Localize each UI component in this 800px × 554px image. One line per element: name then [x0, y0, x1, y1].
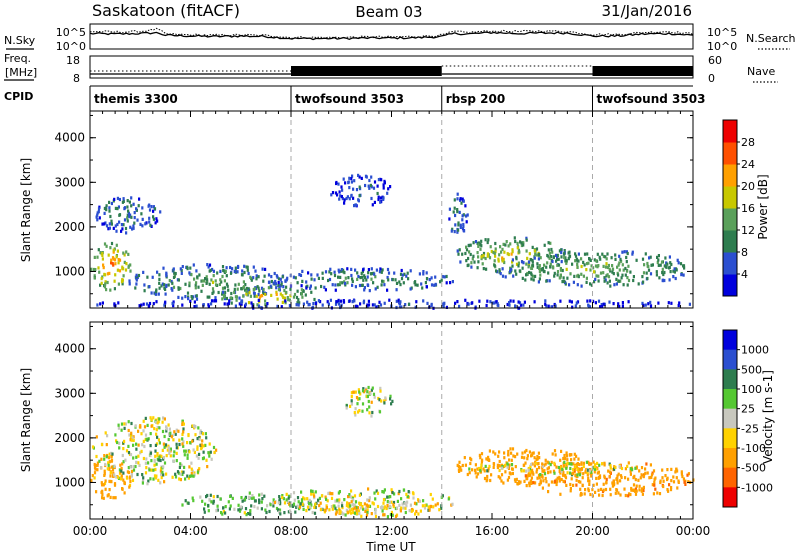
frequency-block-1: [291, 66, 442, 76]
freq-left-tick-top: 18: [66, 54, 80, 67]
power-colorbar-tick: 16: [741, 202, 755, 215]
velocity-colorbar-tick: 25: [741, 403, 755, 416]
noise-series-dotted: [89, 27, 694, 39]
power-colorbar-tick: 12: [741, 224, 755, 237]
noise-series: [89, 27, 694, 41]
velocity-colorbar-label: Velocity [m s-1]: [761, 370, 775, 464]
velocity-heatmap: [90, 385, 695, 519]
velocity-colorbar-tick: 1000: [741, 344, 769, 357]
noise-series-solid: [89, 31, 694, 41]
power-colorbar: 4 8 12 16 20 24 28: [722, 119, 755, 297]
velocity-panel: 1000 2000 3000 4000 00:00 04:00 08:00 12:00 16:0…: [19, 321, 775, 554]
noise-right-tick-bottom: 10^0: [707, 40, 737, 53]
freq-unit-label: [MHz]: [5, 66, 37, 79]
echo-region-2: [181, 491, 318, 517]
power-colorbar-tick: 20: [741, 180, 755, 193]
x-tick-label: 20:00: [575, 524, 610, 538]
velocity-ylabel: Slant Range [km]: [19, 368, 33, 472]
noise-right-tick-top: 10^5: [707, 26, 737, 39]
noise-sky-label: N.Sky: [4, 34, 36, 47]
freq-right-tick-top: 60: [708, 54, 722, 67]
beam-label: Beam 03: [355, 3, 422, 21]
echo-region-1: [91, 416, 218, 486]
freq-label: Freq.: [4, 52, 31, 65]
station-title: Saskatoon (fitACF): [92, 1, 240, 20]
y-tick-label: 2000: [54, 220, 85, 234]
velocity-colorbar-tick: -25: [741, 422, 759, 435]
x-tick-label: 08:00: [274, 524, 309, 538]
y-tick-label: 2000: [54, 431, 85, 445]
power-axes: 1000 2000 3000 4000: [54, 110, 694, 309]
velocity-colorbar-tick: -100: [741, 442, 766, 455]
noise-panel: 10^5 10^0 10^5 10^0 N.Sky N.Search: [4, 23, 796, 53]
frequency-series: [90, 65, 693, 76]
echo-region-5: [330, 173, 392, 208]
power-colorbar-tick: 28: [741, 136, 755, 149]
frequency-block-3: [592, 66, 693, 76]
power-colorbar-tick: 4: [741, 268, 748, 281]
noise-left-tick-bottom: 10^0: [56, 40, 86, 53]
y-tick-label: 4000: [54, 342, 85, 356]
x-tick-label: 00:00: [73, 524, 108, 538]
y-tick-label: 4000: [54, 131, 85, 145]
power-colorbar-label: Power [dB]: [756, 174, 770, 239]
y-tick-label: 1000: [54, 264, 85, 278]
velocity-colorbar: 1000 500 100 25 -25 -100 -500 -1000: [722, 329, 773, 508]
noise-search-label: N.Search: [746, 32, 796, 45]
cpid-label: CPID: [4, 90, 33, 103]
cpid-segments: themis 3300 twofsound 3503 rbsp 200 twofsou…: [89, 86, 706, 111]
power-panel: 1000 2000 3000 4000 Slant Range [km] 4 8 12 16…: [19, 110, 770, 310]
power-heatmap: [90, 173, 691, 310]
echo-region-7: [493, 250, 686, 288]
x-tick-label: 04:00: [173, 524, 208, 538]
echo-region-2: [128, 263, 289, 301]
echo-region-8: [468, 460, 637, 477]
cpid-segment-1: twofsound 3503: [295, 92, 404, 106]
velocity-colorbar-tick: -500: [741, 462, 766, 475]
cpid-segment-0: themis 3300: [94, 92, 178, 106]
freq-left-tick-bottom: 8: [73, 72, 80, 85]
x-tick-label: 16:00: [475, 524, 510, 538]
x-tick-label: 00:00: [676, 524, 711, 538]
cpid-panel: CPID themis 3300 twofsound 3503 rbsp 200 tw…: [4, 85, 706, 111]
echo-region-8: [448, 192, 469, 234]
power-ylabel: Slant Range [km]: [19, 158, 33, 262]
frequency-panel: 18 8 60 0 Freq. [MHz] Nave: [4, 52, 778, 85]
velocity-colorbar-tick: 100: [741, 383, 762, 396]
echo-region-0: [90, 241, 132, 292]
noise-left-tick-top: 10^5: [56, 26, 86, 39]
power-colorbar-tick: 24: [741, 158, 755, 171]
cpid-segment-3: twofsound 3503: [597, 92, 706, 106]
velocity-colorbar-tick: -1000: [741, 481, 773, 494]
echo-region-4: [319, 501, 441, 519]
freq-right-tick-bottom: 0: [708, 72, 715, 85]
echo-region-9: [96, 298, 691, 310]
y-tick-label: 1000: [54, 475, 85, 489]
velocity-axes: 1000 2000 3000 4000 00:00 04:00 08:00 12:00 16:0…: [54, 321, 711, 538]
velocity-colorbar-tick: 500: [741, 363, 762, 376]
echo-region-1: [95, 196, 162, 235]
y-tick-label: 3000: [54, 386, 85, 400]
power-colorbar-tick: 8: [741, 246, 748, 259]
x-axis-label: Time UT: [365, 540, 416, 554]
date-label: 31/Jan/2016: [602, 2, 693, 20]
y-tick-label: 3000: [54, 175, 85, 189]
x-tick-label: 12:00: [374, 524, 409, 538]
echo-region-5: [345, 385, 394, 418]
nave-label: Nave: [747, 65, 775, 78]
cpid-segment-2: rbsp 200: [446, 92, 505, 106]
echo-region-4: [270, 267, 454, 293]
